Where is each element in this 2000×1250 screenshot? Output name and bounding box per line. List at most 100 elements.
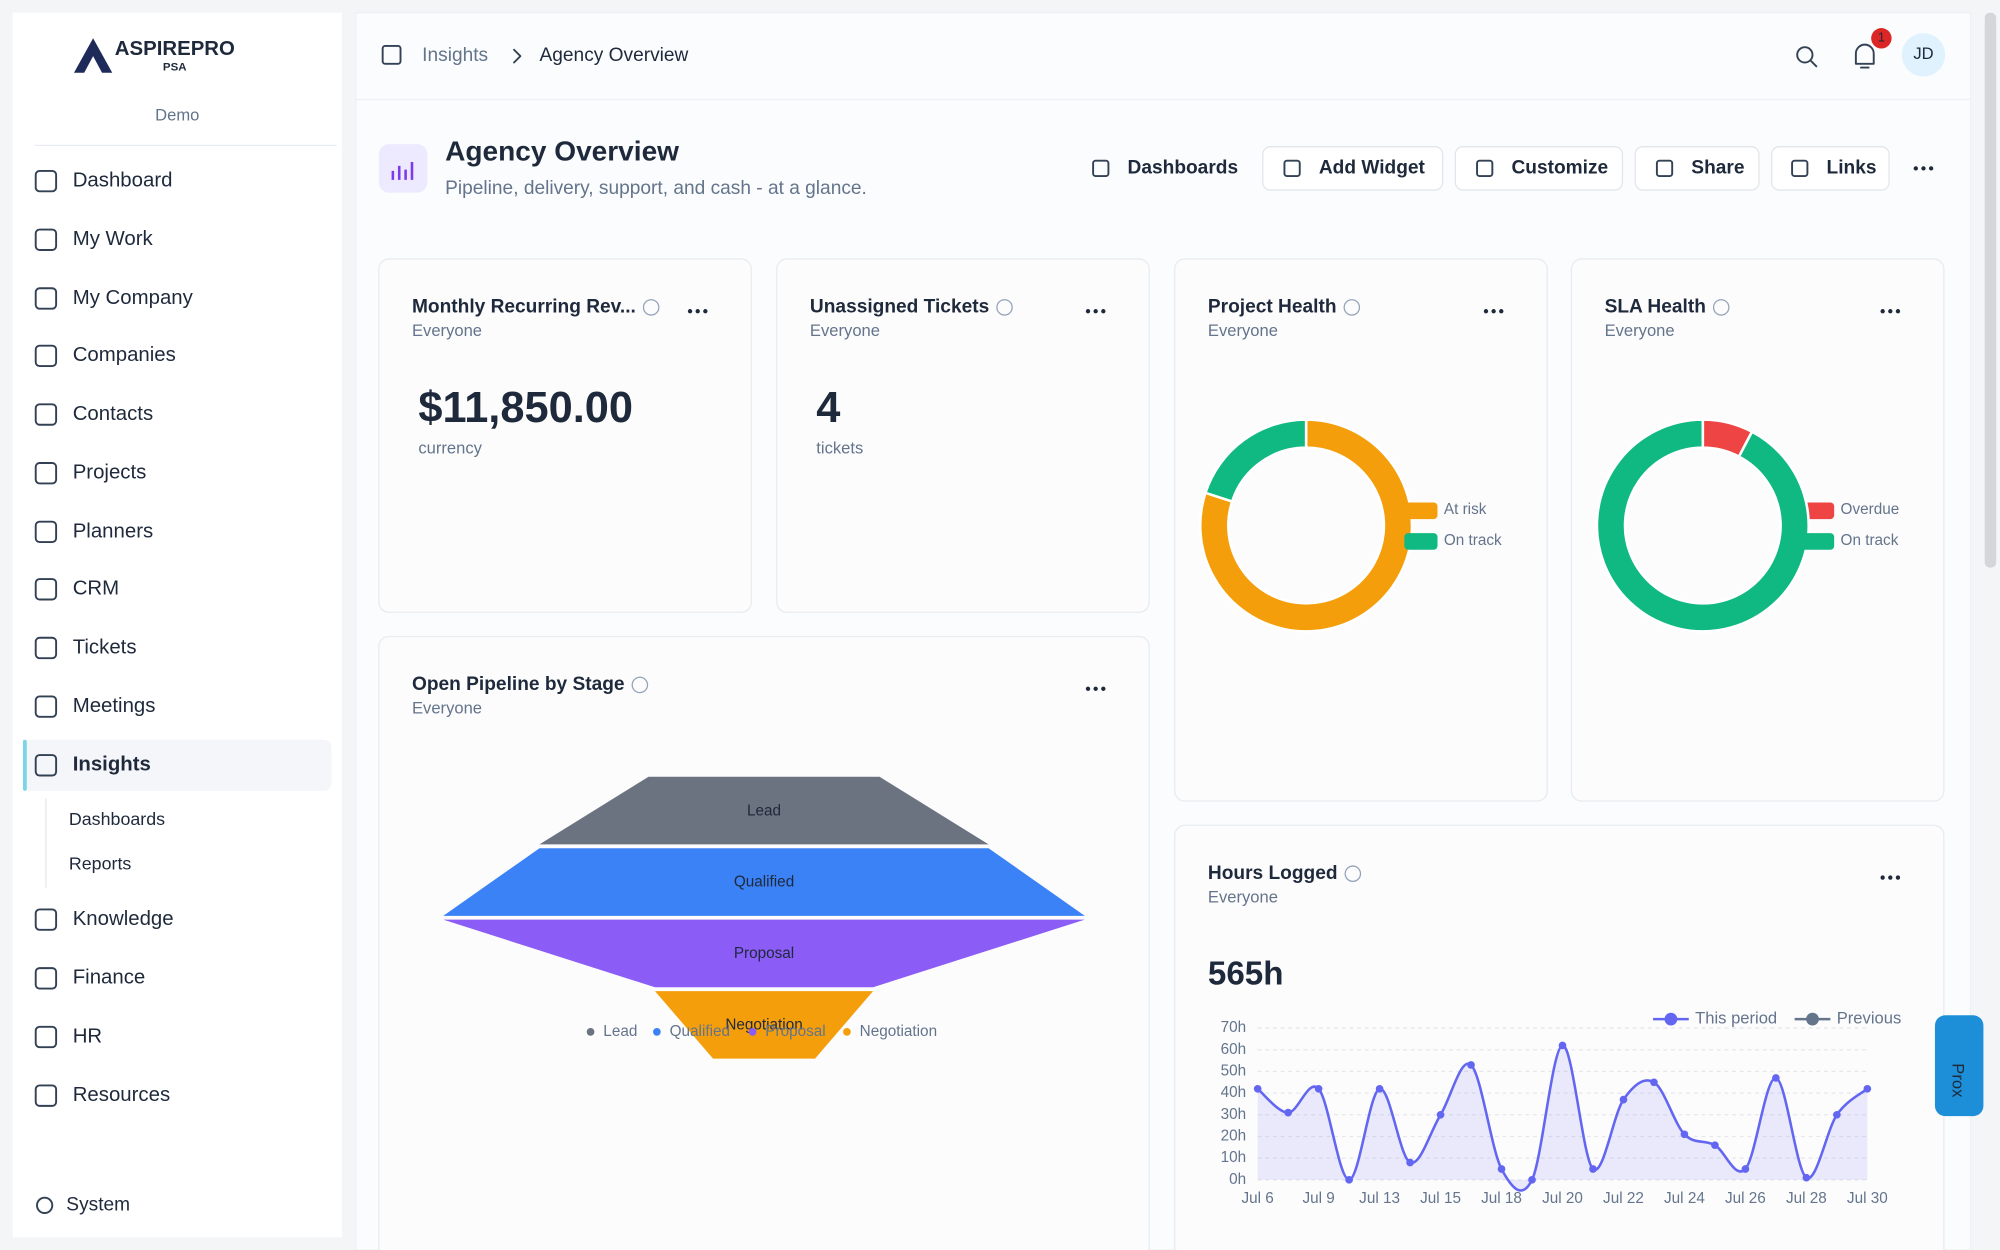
donut-segment	[1203, 418, 1308, 504]
more-icon[interactable]	[1483, 309, 1489, 314]
widget-scope: Everyone	[412, 699, 482, 718]
nav-icon	[34, 520, 58, 544]
more-icon[interactable]	[1913, 166, 1918, 171]
info-icon	[1343, 299, 1361, 316]
more-icon[interactable]	[703, 309, 708, 314]
legend-dot	[748, 1028, 757, 1036]
legend-dot	[843, 1028, 851, 1036]
y-tick-label: 60h	[1221, 1041, 1247, 1058]
page-subtitle: Pipeline, delivery, support, and cash - …	[445, 178, 867, 199]
widget-scope: Everyone	[810, 321, 880, 340]
nav-icon	[34, 228, 58, 251]
legend-label: On track	[1841, 532, 1899, 549]
header-icon-glyph	[391, 161, 414, 180]
data-point	[1802, 1173, 1811, 1182]
legend-dot	[586, 1028, 595, 1036]
search-icon[interactable]	[1796, 46, 1814, 64]
donut-segment	[1595, 418, 1810, 633]
brand-sub: PSA	[163, 62, 187, 74]
more-icon[interactable]	[1093, 686, 1098, 691]
header-icon	[378, 144, 428, 193]
action-button[interactable]	[1634, 146, 1760, 191]
nav-icon	[34, 344, 58, 368]
more-icon[interactable]	[1880, 309, 1885, 314]
sidebar-toggle[interactable]	[381, 44, 402, 65]
subnav-item: Reports	[69, 854, 132, 874]
action-icon	[1655, 159, 1674, 177]
x-tick-label: Jul 15	[1420, 1190, 1461, 1207]
more-icon[interactable]	[1499, 309, 1504, 314]
more-icon[interactable]	[1895, 309, 1901, 314]
more-icon[interactable]	[1085, 686, 1091, 691]
funnel-label: Qualified	[734, 874, 794, 891]
avatar-initials: JD	[1913, 44, 1933, 63]
data-point	[1284, 1108, 1292, 1117]
assistant-label: Prox	[1948, 1063, 1967, 1098]
widget-card	[378, 258, 752, 613]
more-icon[interactable]	[1888, 309, 1893, 314]
nav-icon	[34, 1025, 58, 1049]
nav-item: Knowledge	[73, 908, 174, 930]
legend-label: Previous	[1837, 1009, 1902, 1028]
data-point	[1558, 1041, 1567, 1050]
more-icon[interactable]	[1888, 875, 1893, 880]
more-icon[interactable]	[1101, 686, 1106, 691]
y-tick-label: 40h	[1221, 1084, 1247, 1101]
system-icon	[36, 1196, 54, 1214]
avatar[interactable]	[1901, 33, 1946, 77]
nav-icon	[34, 462, 58, 485]
more-icon[interactable]	[695, 309, 700, 314]
y-tick-label: 30h	[1221, 1106, 1247, 1123]
nav-item: Resources	[73, 1084, 170, 1106]
widget-scope: Everyone	[412, 321, 482, 340]
data-point	[1528, 1176, 1536, 1184]
more-icon[interactable]	[1928, 166, 1934, 171]
legend-swatch	[1801, 533, 1835, 550]
nav-active-bar	[22, 739, 27, 791]
nav-icon	[34, 967, 58, 990]
more-icon[interactable]	[1093, 309, 1098, 314]
legend-swatch	[1404, 533, 1438, 550]
kpi-unit: tickets	[816, 438, 863, 457]
funnel-label: Proposal	[734, 945, 794, 962]
sidebar	[12, 12, 342, 1238]
data-point	[1589, 1165, 1597, 1173]
action-icon	[1476, 159, 1494, 177]
data-point	[1833, 1110, 1841, 1119]
more-icon[interactable]	[687, 309, 693, 314]
bell-icon[interactable]	[1854, 43, 1875, 69]
scrollbar	[1984, 12, 1997, 568]
data-point	[1680, 1130, 1689, 1139]
action-label: Add Widget	[1319, 157, 1426, 178]
more-icon[interactable]	[1085, 309, 1091, 314]
more-icon[interactable]	[1880, 875, 1885, 880]
data-point	[1497, 1165, 1506, 1173]
action-label: Share	[1691, 157, 1744, 178]
nav-item: Finance	[73, 967, 146, 989]
funnel-stage	[539, 776, 989, 845]
action-button[interactable]	[1454, 146, 1624, 191]
nav-item: My Company	[73, 287, 194, 309]
widget-card	[1570, 258, 1945, 802]
legend-label: Qualified	[670, 1023, 730, 1040]
kpi-value: 4	[816, 384, 840, 432]
data-point	[1314, 1084, 1323, 1093]
breadcrumb: Insights	[422, 45, 488, 66]
nav-item: HR	[73, 1025, 102, 1047]
more-icon[interactable]	[1895, 875, 1901, 880]
more-icon[interactable]	[1921, 166, 1926, 171]
x-tick-label: Jul 26	[1725, 1190, 1766, 1207]
y-tick-label: 20h	[1221, 1128, 1247, 1145]
x-tick-label: Jul 13	[1359, 1190, 1400, 1207]
assistant-button[interactable]	[1934, 1015, 1984, 1117]
widget-title: SLA Health	[1605, 296, 1706, 317]
data-point	[1741, 1165, 1750, 1173]
action-button[interactable]	[1771, 146, 1890, 191]
action-button[interactable]	[1262, 146, 1444, 191]
y-tick-label: 10h	[1221, 1149, 1247, 1166]
more-icon[interactable]	[1101, 309, 1106, 314]
legend-label: This period	[1695, 1009, 1777, 1028]
widget-title: Hours Logged	[1208, 863, 1338, 884]
more-icon[interactable]	[1491, 309, 1496, 314]
nav-active-bg	[22, 739, 332, 791]
